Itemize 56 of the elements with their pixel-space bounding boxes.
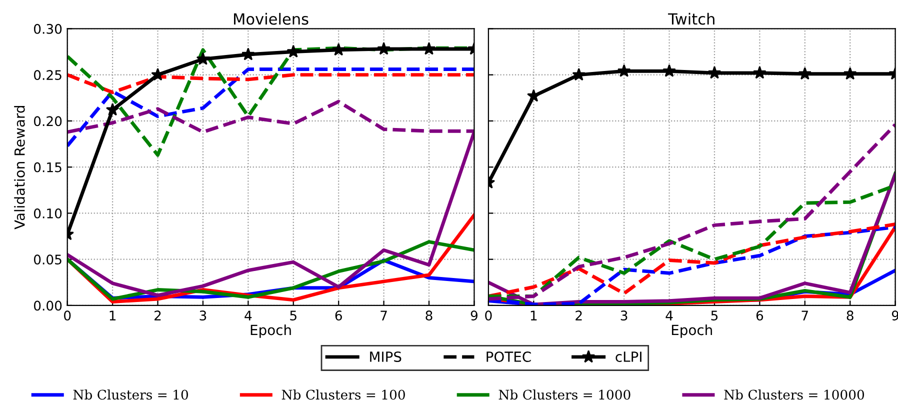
legend-label: Nb Clusters = 100 xyxy=(282,389,405,400)
x-tick-label: 4 xyxy=(666,310,673,320)
legend-label: Nb Clusters = 10000 xyxy=(724,389,864,400)
x-tick-label: 5 xyxy=(290,310,296,321)
x-tick-label: 3 xyxy=(620,310,628,321)
point xyxy=(617,64,631,77)
x-tick-label: 5 xyxy=(711,310,718,321)
line-series xyxy=(67,240,474,301)
point xyxy=(242,48,255,60)
point xyxy=(151,68,164,81)
x-tick-label: 3 xyxy=(200,310,206,321)
x-tick-label: 0 xyxy=(64,310,71,321)
x-tick-label: 0 xyxy=(485,310,492,321)
x-tick-label: 6 xyxy=(756,310,764,321)
x-axis-title: Epoch xyxy=(250,324,291,338)
legend-label: Nb Clusters = 1000 xyxy=(498,389,630,400)
x-tick-label: 2 xyxy=(576,310,582,320)
point xyxy=(753,66,766,79)
x-tick-label: 7 xyxy=(380,310,387,320)
point xyxy=(196,52,210,65)
y-tick-label: 0.15 xyxy=(34,162,62,172)
x-axis-title: Epoch xyxy=(672,324,712,338)
line-series xyxy=(67,68,474,148)
x-tick-label: 2 xyxy=(154,310,161,320)
x-tick-label: 6 xyxy=(335,310,342,321)
point xyxy=(843,66,857,80)
x-tick-label: 1 xyxy=(530,310,537,320)
point xyxy=(106,102,120,116)
chart-title: Movielens xyxy=(234,12,308,25)
y-tick-label: 0.05 xyxy=(34,254,62,265)
legend-label: Nb Clusters = 10 xyxy=(73,389,188,400)
x-tick-label: 1 xyxy=(110,310,116,320)
x-tick-label: 8 xyxy=(426,310,432,321)
point xyxy=(286,44,300,58)
y-tick-label: 0.20 xyxy=(34,116,62,126)
x-tick-label: 8 xyxy=(846,310,854,321)
legend-label: POTEC xyxy=(486,352,531,362)
y-tick-label: 0.25 xyxy=(34,70,62,80)
legend-label: cLPI xyxy=(616,352,642,362)
point xyxy=(377,42,390,55)
y-tick-label: 0.30 xyxy=(34,24,62,34)
point xyxy=(798,66,812,80)
y-tick-label: 0.00 xyxy=(34,300,62,311)
x-tick-label: 4 xyxy=(244,310,252,320)
y-axis-title: Validation Reward xyxy=(14,106,25,230)
point xyxy=(422,42,436,55)
point xyxy=(662,64,676,77)
point xyxy=(708,66,722,79)
point xyxy=(572,68,586,81)
chart-title: Twitch xyxy=(668,12,714,25)
point xyxy=(332,42,346,56)
x-tick-label: 9 xyxy=(470,310,478,321)
point xyxy=(527,89,540,102)
legend-label: MIPS xyxy=(370,352,402,362)
x-tick-label: 7 xyxy=(802,310,808,320)
y-tick-label: 0.10 xyxy=(34,208,62,218)
